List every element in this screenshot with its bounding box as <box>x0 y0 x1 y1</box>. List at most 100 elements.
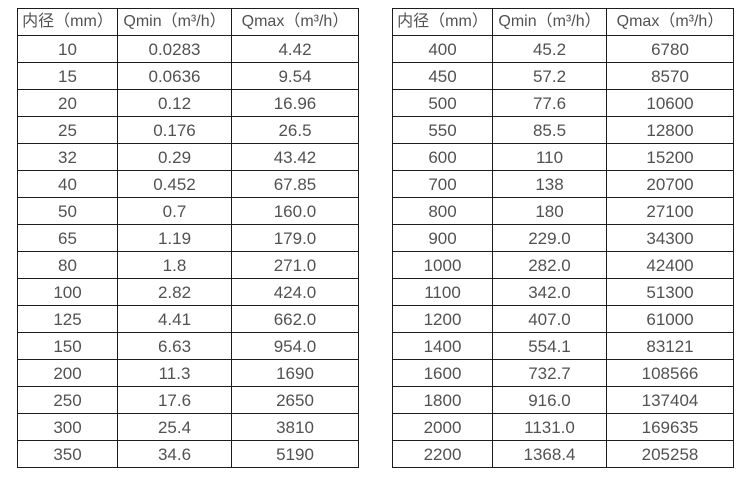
table-cell: 662.0 <box>231 305 359 333</box>
table-cell: 34300 <box>606 224 734 252</box>
table-cell: 916.0 <box>492 386 607 414</box>
table-row: 600 110 15200 <box>392 143 734 171</box>
table-cell: 0.0636 <box>117 62 232 90</box>
table-cell: 85.5 <box>492 116 607 144</box>
table-cell: 15200 <box>606 143 734 171</box>
table-cell: 100 <box>17 278 118 306</box>
table-cell: 6780 <box>606 35 734 63</box>
table-row: 10 0.0283 4.42 <box>17 35 359 63</box>
table-cell: 250 <box>17 386 118 414</box>
table-cell: 27100 <box>606 197 734 225</box>
table-row: 450 57.2 8570 <box>392 62 734 90</box>
table-cell: 350 <box>17 440 118 468</box>
table-row: 900 229.0 34300 <box>392 224 734 252</box>
table-cell: 40 <box>17 170 118 198</box>
table-row: 125 4.41 662.0 <box>17 305 359 333</box>
table-row: 400 45.2 6780 <box>392 35 734 63</box>
table-cell: 450 <box>392 62 493 90</box>
table-cell: 3810 <box>231 413 359 441</box>
table-cell: 26.5 <box>231 116 359 144</box>
table-cell: 12800 <box>606 116 734 144</box>
table-body: 10 0.0283 4.42 15 0.0636 9.54 20 0.12 16.96 25 0.1… <box>17 35 359 468</box>
table-row: 80 1.8 271.0 <box>17 251 359 279</box>
table-cell: 732.7 <box>492 359 607 387</box>
table-cell: 10600 <box>606 89 734 117</box>
table-row: 2200 1368.4 205258 <box>392 440 734 468</box>
table-cell: 300 <box>17 413 118 441</box>
table-row: 550 85.5 12800 <box>392 116 734 144</box>
table-cell: 110 <box>492 143 607 171</box>
table-row: 1800 916.0 137404 <box>392 386 734 414</box>
header-qmin: Qmin（m³/h） <box>117 8 232 36</box>
table-cell: 1600 <box>392 359 493 387</box>
table-row: 100 2.82 424.0 <box>17 278 359 306</box>
table-cell: 108566 <box>606 359 734 387</box>
table-cell: 32 <box>17 143 118 171</box>
table-cell: 160.0 <box>231 197 359 225</box>
table-row: 20 0.12 16.96 <box>17 89 359 117</box>
table-cell: 17.6 <box>117 386 232 414</box>
table-cell: 16.96 <box>231 89 359 117</box>
header-qmax: Qmax（m³/h） <box>231 8 359 36</box>
table-cell: 500 <box>392 89 493 117</box>
header-qmin: Qmin（m³/h） <box>492 8 607 36</box>
table-cell: 9.54 <box>231 62 359 90</box>
table-cell: 67.85 <box>231 170 359 198</box>
table-cell: 554.1 <box>492 332 607 360</box>
header-inner-diameter: 内径（mm） <box>17 8 118 36</box>
table-row: 1100 342.0 51300 <box>392 278 734 306</box>
table-cell: 2.82 <box>117 278 232 306</box>
table-row: 1600 732.7 108566 <box>392 359 734 387</box>
table-cell: 45.2 <box>492 35 607 63</box>
table-cell: 6.63 <box>117 332 232 360</box>
table-cell: 51300 <box>606 278 734 306</box>
table-cell: 1400 <box>392 332 493 360</box>
table-cell: 600 <box>392 143 493 171</box>
table-cell: 125 <box>17 305 118 333</box>
table-cell: 4.42 <box>231 35 359 63</box>
table-row: 700 138 20700 <box>392 170 734 198</box>
table-row: 500 77.6 10600 <box>392 89 734 117</box>
table-row: 32 0.29 43.42 <box>17 143 359 171</box>
flow-spec-table-large-diameters: 内径（mm） Qmin（m³/h） Qmax（m³/h） 400 45.2 6780… <box>392 8 734 468</box>
table-cell: 20 <box>17 89 118 117</box>
table-cell: 1100 <box>392 278 493 306</box>
table-cell: 900 <box>392 224 493 252</box>
table-cell: 61000 <box>606 305 734 333</box>
table-cell: 4.41 <box>117 305 232 333</box>
table-cell: 2000 <box>392 413 493 441</box>
table-cell: 1800 <box>392 386 493 414</box>
table-cell: 954.0 <box>231 332 359 360</box>
table-cell: 400 <box>392 35 493 63</box>
table-row: 350 34.6 5190 <box>17 440 359 468</box>
table-cell: 65 <box>17 224 118 252</box>
table-cell: 50 <box>17 197 118 225</box>
table-cell: 0.29 <box>117 143 232 171</box>
table-cell: 0.0283 <box>117 35 232 63</box>
table-row: 200 11.3 1690 <box>17 359 359 387</box>
table-cell: 550 <box>392 116 493 144</box>
table-row: 150 6.63 954.0 <box>17 332 359 360</box>
header-qmax: Qmax（m³/h） <box>606 8 734 36</box>
table-cell: 2650 <box>231 386 359 414</box>
table-cell: 15 <box>17 62 118 90</box>
table-cell: 138 <box>492 170 607 198</box>
table-cell: 800 <box>392 197 493 225</box>
table-cell: 179.0 <box>231 224 359 252</box>
table-cell: 34.6 <box>117 440 232 468</box>
table-cell: 342.0 <box>492 278 607 306</box>
table-cell: 200 <box>17 359 118 387</box>
table-row: 65 1.19 179.0 <box>17 224 359 252</box>
table-cell: 1131.0 <box>492 413 607 441</box>
table-row: 2000 1131.0 169635 <box>392 413 734 441</box>
table-cell: 25.4 <box>117 413 232 441</box>
table-cell: 11.3 <box>117 359 232 387</box>
table-cell: 271.0 <box>231 251 359 279</box>
table-cell: 80 <box>17 251 118 279</box>
table-cell: 83121 <box>606 332 734 360</box>
table-row: 40 0.452 67.85 <box>17 170 359 198</box>
table-cell: 0.452 <box>117 170 232 198</box>
table-cell: 77.6 <box>492 89 607 117</box>
table-cell: 282.0 <box>492 251 607 279</box>
